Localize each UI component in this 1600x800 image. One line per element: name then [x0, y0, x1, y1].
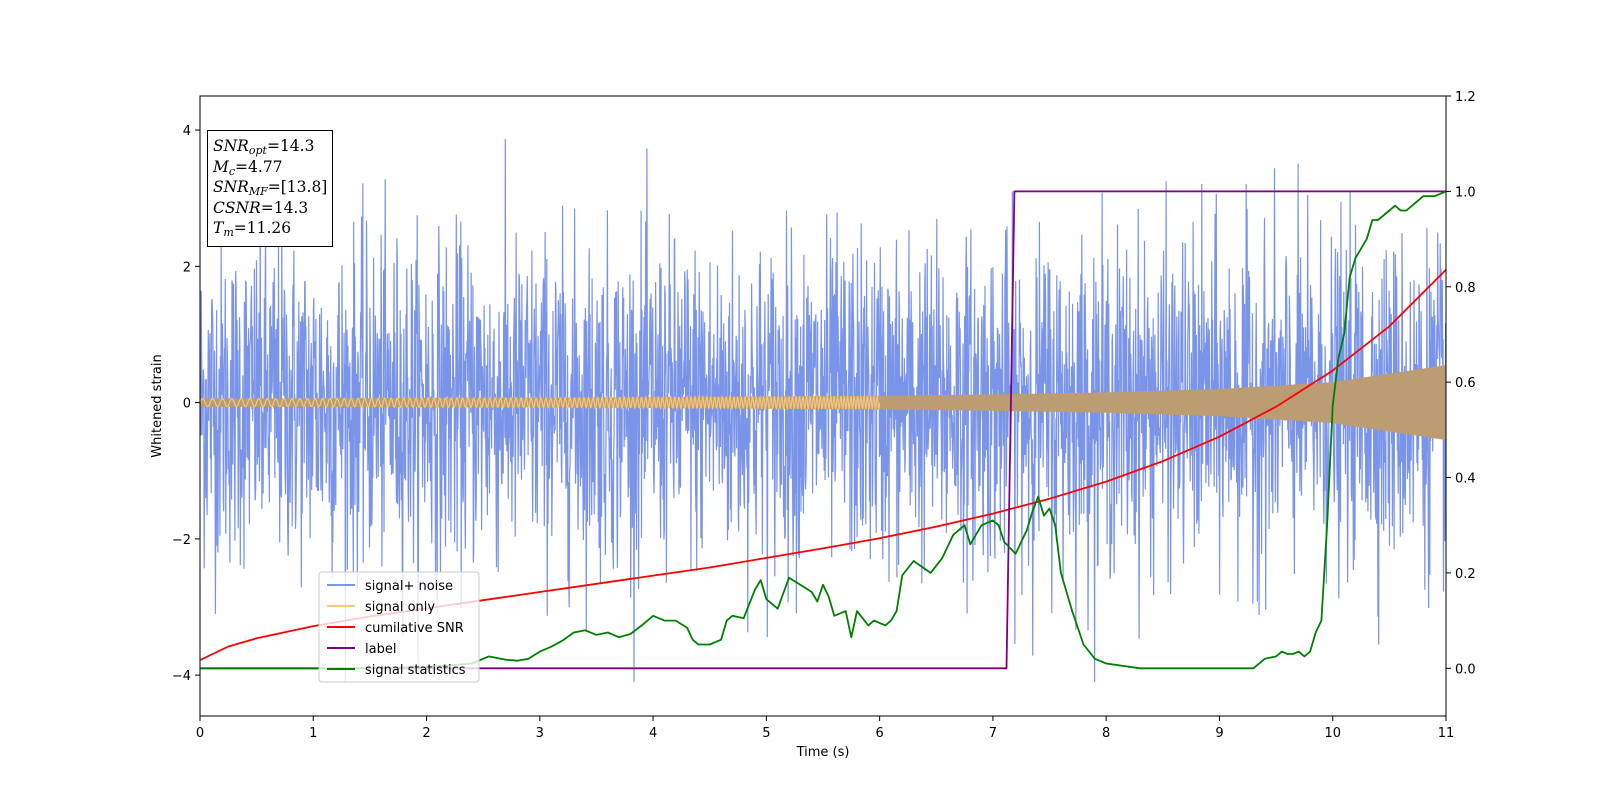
legend-label-signal-only: signal only: [365, 600, 435, 615]
y2-tick-label: 0.0: [1455, 662, 1476, 677]
annotation-chirp-mass: Mc=4.77: [213, 157, 283, 178]
x-tick-label: 4: [649, 726, 657, 741]
x-tick-label: 6: [875, 726, 883, 741]
x-tick-label: 7: [989, 726, 997, 741]
plot-frame: [199, 95, 1447, 717]
legend-label-signal-noise: signal+ noise: [365, 579, 453, 594]
x-axis-label: Time (s): [796, 745, 850, 760]
y-tick-label: −2: [172, 533, 191, 548]
y2-tick-label: 1.2: [1455, 90, 1476, 105]
y-axis-left: 4 2 0 −2 −4: [172, 124, 200, 684]
y-tick-label: −4: [172, 669, 191, 684]
y2-tick-label: 0.2: [1455, 567, 1476, 582]
x-tick-label: 11: [1438, 726, 1455, 741]
y-tick-label: 4: [183, 124, 191, 139]
y2-tick-label: 1.0: [1455, 185, 1476, 200]
signal-statistics-line: [200, 190, 1446, 670]
x-tick-label: 0: [196, 726, 204, 741]
legend: signal+ noise signal only cumilative SNR…: [318, 571, 480, 683]
annotation-merger-time: Tm=11.26: [213, 219, 292, 239]
y-tick-label: 2: [183, 260, 191, 275]
label-line: [200, 190, 1446, 670]
x-tick-label: 5: [762, 726, 770, 741]
annotation-snr-mf: SNRMF=[13.8]: [213, 178, 328, 198]
legend-label-signal-statistics: signal statistics: [365, 663, 466, 678]
x-tick-label: 1: [309, 726, 317, 741]
y2-tick-label: 0.4: [1455, 472, 1476, 487]
y2-tick-label: 0.6: [1455, 376, 1476, 391]
y-tick-label: 0: [183, 397, 191, 412]
y-axis-right: 1.2 1.0 0.8 0.6 0.4 0.2 0.0: [1446, 90, 1476, 677]
x-tick-label: 2: [422, 726, 430, 741]
x-axis: 0 1 2 3 4 5 6 7 8 9 10 11: [196, 716, 1454, 741]
annotation-box: SNRopt=14.3 Mc=4.77 SNRMF=[13.8] CSNR=14…: [207, 130, 333, 247]
y-axis-label: Whitened strain: [150, 354, 165, 457]
x-tick-label: 3: [536, 726, 544, 741]
legend-label-label: label: [365, 642, 396, 657]
legend-box: [318, 571, 480, 683]
x-tick-label: 9: [1215, 726, 1223, 741]
annotation-snr-opt: SNRopt=14.3: [213, 137, 315, 157]
signal-only-series: [200, 365, 1446, 441]
signal-only-line: [200, 394, 881, 412]
x-tick-label: 10: [1324, 726, 1341, 741]
x-tick-label: 8: [1102, 726, 1110, 741]
legend-label-cumulative-snr: cumilative SNR: [365, 621, 464, 636]
y2-tick-label: 0.8: [1455, 281, 1476, 296]
annotation-csnr: CSNR=14.3: [213, 198, 309, 217]
